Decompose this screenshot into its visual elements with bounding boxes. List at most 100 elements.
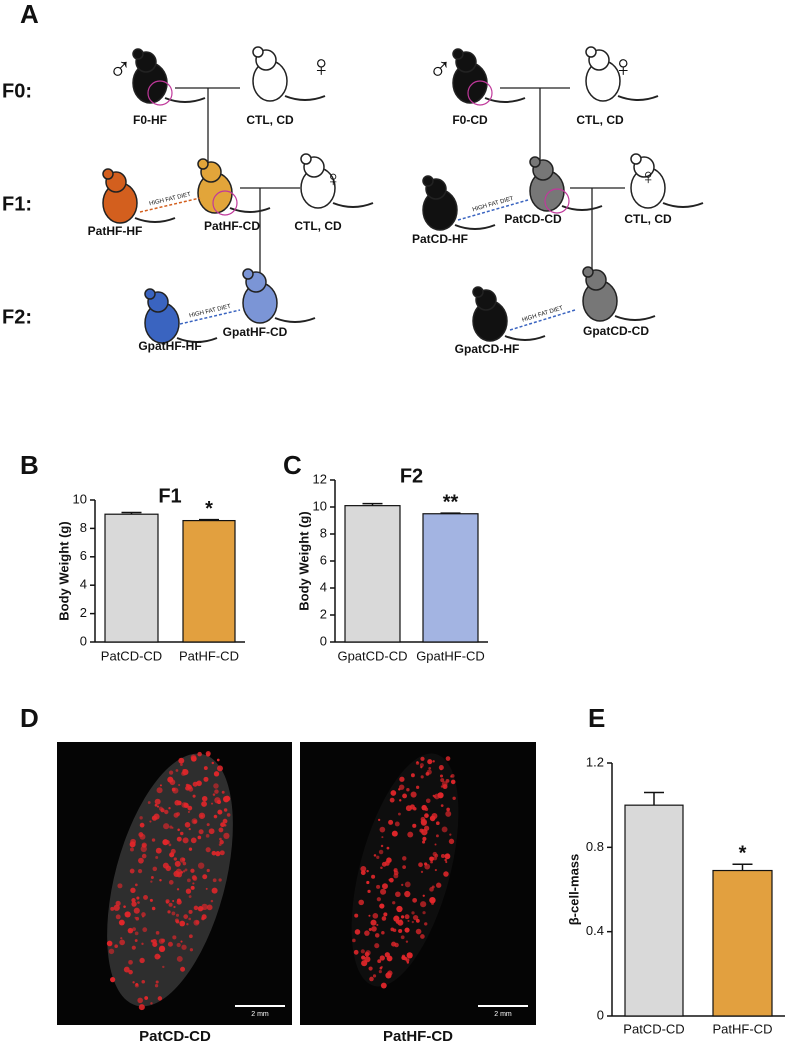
islet [141, 942, 144, 945]
islet [151, 838, 156, 842]
sex-symbol: ♀ [325, 166, 342, 191]
islet [372, 913, 379, 919]
islet [445, 756, 451, 761]
pedigree-lines [175, 87, 625, 280]
islet [190, 868, 195, 873]
y-tick-label: 4 [80, 577, 87, 592]
islet [131, 901, 137, 907]
islet [354, 913, 359, 918]
scale-label: 2 mm [494, 1011, 512, 1018]
islet [400, 915, 405, 919]
islet [161, 938, 166, 943]
islet [165, 901, 169, 904]
islet [420, 775, 424, 779]
islet [188, 847, 193, 851]
islet [212, 878, 217, 883]
islet [440, 854, 445, 859]
islet [155, 931, 160, 935]
islet [443, 871, 449, 877]
islet [420, 818, 427, 826]
islet [380, 982, 387, 989]
diet-arrow [139, 197, 201, 213]
islet [353, 949, 359, 955]
y-tick-label: 6 [320, 552, 327, 567]
panel-label: C [283, 450, 302, 480]
bar [344, 505, 401, 643]
islet [130, 887, 136, 893]
islet [388, 819, 394, 825]
islet [182, 837, 189, 844]
islet [219, 839, 224, 845]
islet [185, 888, 192, 894]
node-label: GpatHF-HF [138, 339, 201, 353]
node-label: PatCD-HF [412, 232, 468, 246]
islet [151, 815, 158, 821]
islet [140, 845, 147, 853]
islet [435, 821, 440, 826]
mouse-icon [300, 153, 374, 209]
islet [150, 880, 153, 883]
islet [380, 844, 384, 848]
islet [418, 862, 423, 868]
islet [396, 905, 403, 913]
islet [378, 849, 384, 855]
islet [168, 880, 174, 885]
islet [214, 789, 219, 794]
islet [205, 847, 211, 853]
y-tick-label: 2 [320, 606, 327, 621]
node-label: PatHF-HF [88, 224, 143, 238]
islet [162, 965, 165, 969]
islet [114, 944, 118, 948]
islet [131, 945, 136, 950]
islet [372, 974, 377, 978]
diet-label: HIGH FAT DIET [521, 305, 564, 323]
islet [358, 899, 365, 906]
islet [389, 877, 394, 883]
node-label: PatHF-CD [204, 219, 260, 233]
islet [159, 784, 162, 787]
islet [445, 778, 450, 783]
y-tick-label: 0.4 [586, 923, 604, 938]
islet [185, 785, 190, 791]
islet [198, 812, 206, 819]
sex-symbol: ♂ [108, 49, 132, 85]
islet [156, 787, 163, 794]
islet [422, 911, 426, 915]
islet [222, 818, 228, 824]
islet [376, 884, 381, 889]
islet [206, 868, 210, 873]
islet [360, 949, 365, 954]
islet [142, 915, 145, 918]
islet [190, 754, 197, 761]
islet [172, 935, 177, 940]
islet [390, 790, 397, 796]
islet [394, 821, 400, 827]
islet [141, 912, 146, 917]
node-label: CTL, CD [624, 212, 672, 226]
islet [391, 830, 398, 837]
islet [376, 855, 380, 859]
islet [450, 779, 456, 785]
islet [174, 860, 181, 867]
islet [432, 851, 438, 857]
islet [175, 913, 180, 917]
islet [183, 802, 189, 808]
bar [624, 804, 684, 1017]
panel-label: B [20, 450, 39, 480]
islet [400, 935, 405, 940]
sex-symbol: ♂ [428, 49, 452, 85]
islet [157, 996, 163, 1001]
islet [211, 761, 215, 765]
islet [214, 797, 221, 804]
islet [154, 803, 158, 807]
islet [434, 793, 440, 800]
islet [171, 826, 174, 829]
islet [178, 784, 181, 787]
islet [135, 983, 139, 986]
islet [367, 889, 371, 893]
x-tick-label: PatHF-CD [713, 1021, 773, 1036]
islet [378, 818, 381, 822]
islet [428, 766, 432, 770]
mouse-tail [662, 202, 704, 208]
islet [422, 894, 425, 897]
